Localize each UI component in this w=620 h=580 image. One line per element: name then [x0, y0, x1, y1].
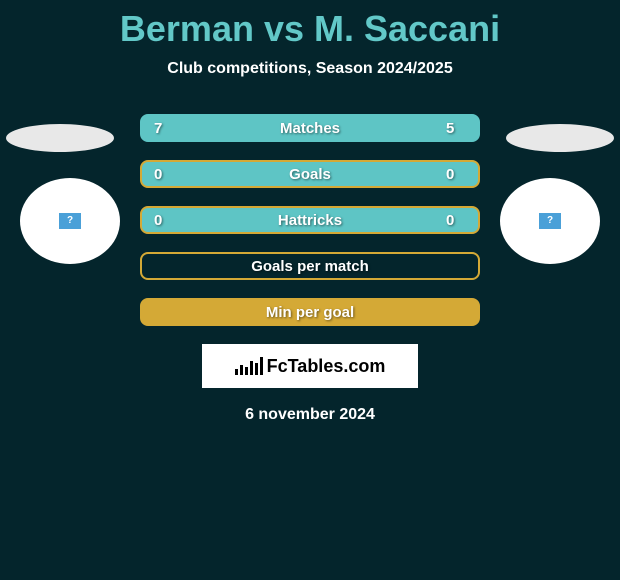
brand-box: FcTables.com: [202, 344, 418, 388]
brand-bars-icon: [235, 357, 263, 375]
stat-left-value: 0: [154, 166, 174, 183]
stat-right-value: 0: [446, 166, 466, 183]
stat-row-goals: 0 Goals 0: [140, 160, 480, 188]
stats-table: 7 Matches 5 0 Goals 0 0 Hattricks 0 Goal…: [140, 114, 480, 326]
stat-left-value: 0: [154, 212, 174, 229]
stat-label: Goals: [174, 166, 446, 183]
stat-right-value: 0: [446, 212, 466, 229]
stat-row-min-per-goal: Min per goal: [140, 298, 480, 326]
stat-label: Goals per match: [174, 258, 446, 275]
stat-right-value: 5: [446, 120, 466, 137]
brand-name: FcTables.com: [267, 356, 386, 377]
placeholder-icon: [59, 213, 81, 229]
page-title: Berman vs M. Saccani: [0, 0, 620, 50]
player-left-club-badge: [20, 178, 120, 264]
stat-label: Matches: [174, 120, 446, 137]
stat-row-goals-per-match: Goals per match: [140, 252, 480, 280]
subtitle: Club competitions, Season 2024/2025: [0, 60, 620, 78]
stat-row-matches: 7 Matches 5: [140, 114, 480, 142]
stat-row-hattricks: 0 Hattricks 0: [140, 206, 480, 234]
player-right-flag: [506, 124, 614, 152]
placeholder-icon: [539, 213, 561, 229]
stat-label: Hattricks: [174, 212, 446, 229]
stat-label: Min per goal: [174, 304, 446, 321]
player-right-club-badge: [500, 178, 600, 264]
player-left-flag: [6, 124, 114, 152]
snapshot-date: 6 november 2024: [0, 406, 620, 424]
stat-left-value: 7: [154, 120, 174, 137]
